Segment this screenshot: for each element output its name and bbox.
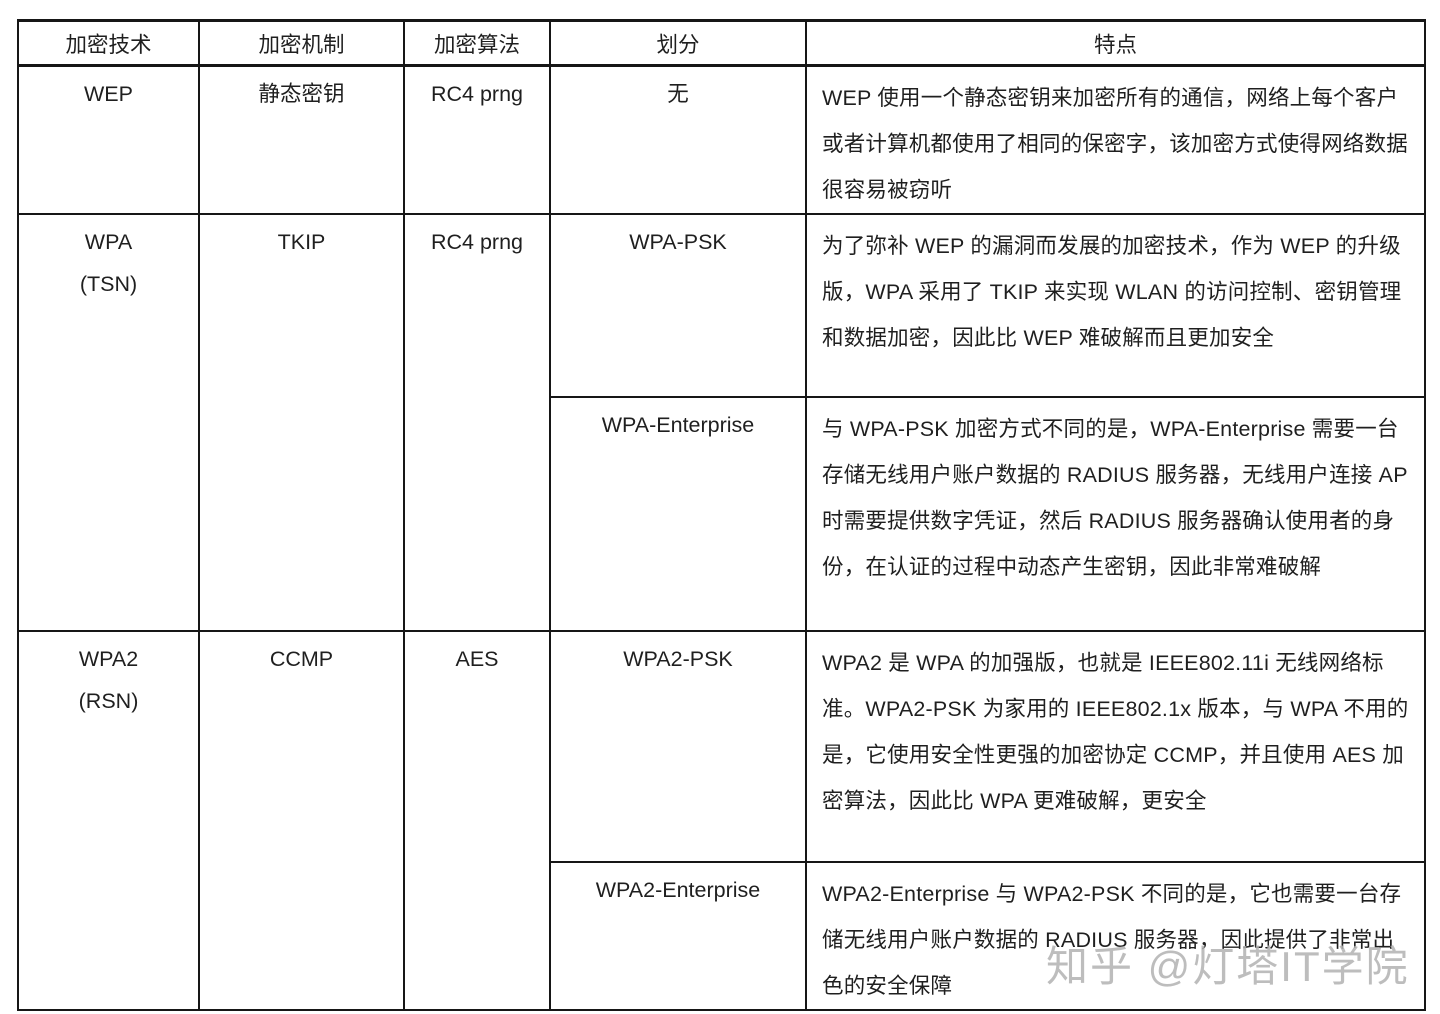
wpa2-tech-name: WPA2 [78, 647, 139, 671]
cell-wpa2-psk-feature: WPA2 是 WPA 的加强版，也就是 IEEE802.11i 无线网络标准。W… [805, 630, 1426, 863]
header-characteristics: 特点 [805, 19, 1426, 67]
wpa-tech-name: WPA [84, 230, 133, 254]
cell-wpa2-tech: WPA2 (RSN) [17, 630, 200, 1011]
table-row-wpa2-enterprise: WPA2-Enterprise WPA2-Enterprise 与 WPA2-P… [18, 861, 1426, 1011]
encryption-comparison-table: 加密技术 加密机制 加密算法 划分 特点 WEP 静态密钥 RC4 prng 无… [17, 19, 1426, 1011]
table-row-wpa-enterprise: WPA-Enterprise 与 WPA-PSK 加密方式不同的是，WPA-En… [18, 396, 1426, 632]
header-encryption-mechanism: 加密机制 [198, 19, 405, 67]
wpa-tech-alias: (TSN) [79, 272, 138, 296]
header-encryption-algorithm: 加密算法 [403, 19, 551, 67]
cell-wpa2-enterprise-feature: WPA2-Enterprise 与 WPA2-PSK 不同的是，它也需要一台存储… [805, 861, 1426, 1011]
cell-wpa-tech: WPA (TSN) [17, 213, 200, 632]
header-encryption-technology: 加密技术 [17, 19, 200, 67]
cell-wep-division: 无 [549, 64, 807, 215]
header-row: 加密技术 加密机制 加密算法 划分 特点 [17, 19, 1426, 67]
cell-wpa-psk-feature: 为了弥补 WEP 的漏洞而发展的加密技术，作为 WEP 的升级版，WPA 采用了… [805, 213, 1426, 398]
table-row-wep: WEP 静态密钥 RC4 prng 无 WEP 使用一个静态密钥来加密所有的通信… [17, 64, 1426, 215]
cell-wpa-enterprise-division: WPA-Enterprise [549, 396, 807, 632]
cell-wpa2-psk-division: WPA2-PSK [549, 630, 807, 863]
cell-wep-tech: WEP [17, 64, 200, 215]
cell-wpa-enterprise-feature: 与 WPA-PSK 加密方式不同的是，WPA-Enterprise 需要一台存储… [805, 396, 1426, 632]
wpa2-tech-alias: (RSN) [78, 689, 139, 713]
cell-wpa-algorithm: RC4 prng [403, 213, 551, 632]
cell-wep-mechanism: 静态密钥 [198, 64, 405, 215]
cell-wpa2-mechanism: CCMP [198, 630, 405, 1011]
cell-wep-algorithm: RC4 prng [403, 64, 551, 215]
cell-wep-feature: WEP 使用一个静态密钥来加密所有的通信，网络上每个客户或者计算机都使用了相同的… [805, 64, 1426, 215]
header-division: 划分 [549, 19, 807, 67]
table-row-wpa-psk: WPA (TSN) TKIP RC4 prng WPA-PSK 为了弥补 WEP… [17, 213, 1426, 632]
cell-wpa-mechanism: TKIP [198, 213, 405, 632]
table-row-wpa2-psk: WPA2 (RSN) CCMP AES WPA2-PSK WPA2 是 WPA … [17, 630, 1426, 1011]
cell-wpa-psk-division: WPA-PSK [549, 213, 807, 398]
cell-wpa2-enterprise-division: WPA2-Enterprise [549, 861, 807, 1011]
cell-wpa2-algorithm: AES [403, 630, 551, 1011]
